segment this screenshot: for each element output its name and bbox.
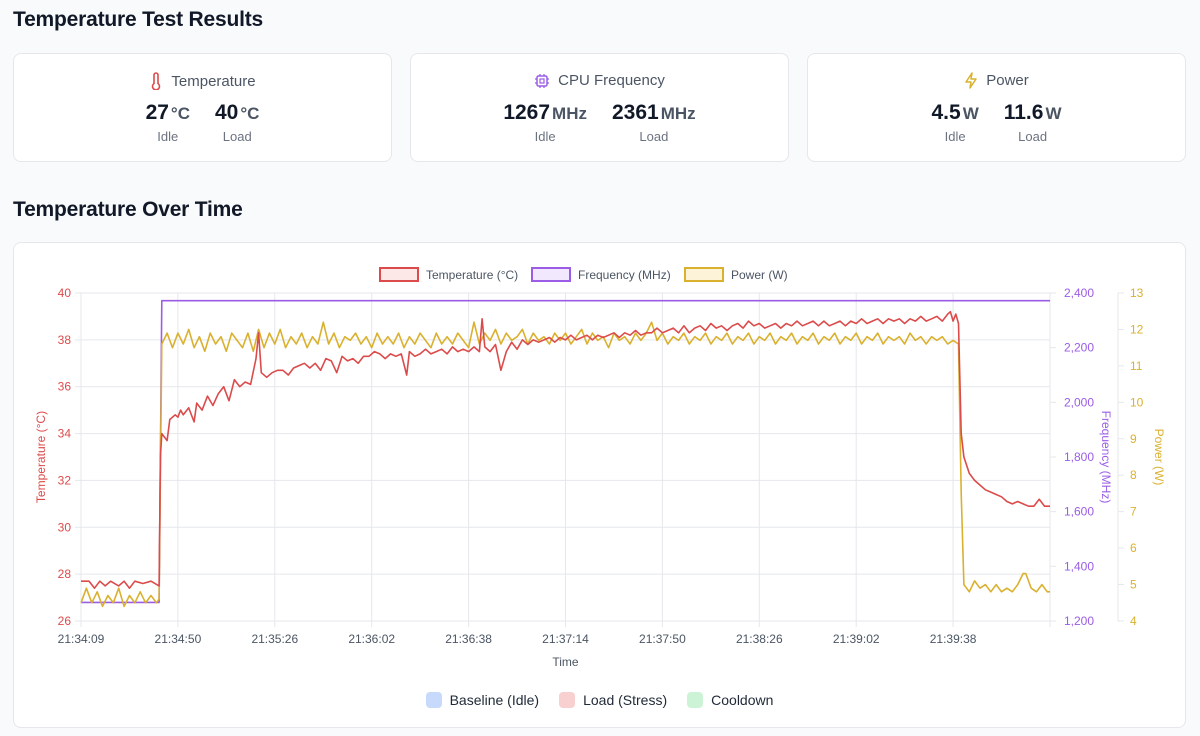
x-tick-label: 21:37:50 [639,632,686,646]
x-tick-label: 21:34:09 [58,632,105,646]
page-title: Temperature Test Results [13,8,263,31]
y-right-2-tick-label: 8 [1130,468,1137,482]
phase-cooldown[interactable]: Cooldown [687,692,773,708]
frequency-load-metric: 2361 MHz Load [612,101,696,144]
y-left-axis-title: Temperature (°C) [34,411,48,503]
temperature-chart: 26 28 30 32 34 36 38 40 21:34:09 21:34:50 21:35:26… [34,267,1166,669]
y-right-2-tick-label: 6 [1130,541,1137,555]
x-tick-label: 21:39:02 [833,632,880,646]
phase-label: Baseline (Idle) [449,692,540,708]
power-card: Power 4.5 W Idle 11.6 W Load [807,53,1186,162]
phase-baseline[interactable]: Baseline (Idle) [425,692,540,708]
y-left-tick-label: 40 [58,286,72,300]
y-right-1-tick-label: 1,800 [1064,450,1094,464]
phase-legend: Baseline (Idle) Load (Stress) Cooldown [14,692,1185,708]
y-right-1-tick-label: 1,400 [1064,559,1094,573]
series-line-temperature [81,310,1050,589]
y-left-tick-label: 36 [58,380,72,394]
y-right-1-tick-label: 2,200 [1064,341,1094,355]
legend-label: Temperature (°C) [426,268,518,282]
temperature-card: Temperature 27 °C Idle 40 °C Load [13,53,392,162]
x-tick-label: 21:34:50 [155,632,202,646]
x-axis-title: Time [552,655,579,669]
thermometer-icon [149,72,163,90]
y-right-2-tick-label: 13 [1130,286,1144,300]
phase-load[interactable]: Load (Stress) [559,692,667,708]
power-load-metric: 11.6 W Load [1003,101,1062,144]
legend-swatch [531,267,571,282]
y-right-2-tick-label: 11 [1130,359,1143,373]
y-right-2-tick-label: 12 [1130,322,1144,336]
y-right-1-tick-label: 1,200 [1064,614,1094,628]
x-tick-label: 21:36:38 [445,632,492,646]
x-tick-label: 21:38:26 [736,632,783,646]
lightning-bolt-icon [964,72,978,89]
y-right-1-tick-label: 2,000 [1064,395,1094,409]
load-swatch [559,692,576,708]
card-title: Power [986,72,1029,89]
cpu-frequency-card: CPU Frequency 1267 MHz Idle 2361 MHz Load [410,53,789,162]
legend-label: Frequency (MHz) [578,268,671,282]
legend-swatch [379,267,419,282]
cpu-chip-icon [534,73,550,89]
x-tick-label: 21:35:26 [251,632,298,646]
temperature-idle-metric: 27 °C Idle [145,101,190,144]
baseline-swatch [425,692,442,708]
y-left-tick-label: 38 [58,333,72,347]
y-right-2-tick-label: 9 [1130,432,1137,446]
phase-label: Cooldown [711,692,774,708]
legend-label: Power (W) [731,268,788,282]
y-right-2-tick-label: 4 [1130,614,1137,628]
y-left-tick-label: 28 [58,567,72,581]
y-right-2-tick-label: 7 [1130,505,1137,519]
chart-card: 26 28 30 32 34 36 38 40 21:34:09 21:34:50 21:35:26… [13,242,1186,728]
frequency-idle-metric: 1267 MHz Idle [503,101,587,144]
y-right-2-tick-label: 10 [1130,395,1144,409]
legend-swatch [684,267,724,282]
power-idle-metric: 4.5 W Idle [931,101,979,144]
card-title: CPU Frequency [558,72,665,89]
card-title: Temperature [171,72,256,90]
y-right-2-axis-title: Power (W) [1152,429,1166,486]
section-title: Temperature Over Time [13,198,243,221]
temperature-load-metric: 40 °C Load [215,101,260,144]
y-right-1-axis-title: Frequency (MHz) [1099,411,1113,504]
y-right-2-tick-label: 5 [1130,578,1137,592]
x-tick-label: 21:39:38 [930,632,977,646]
y-left-tick-label: 26 [58,614,72,628]
cooldown-swatch [687,692,704,708]
y-right-1-tick-label: 1,600 [1064,505,1094,519]
y-left-tick-label: 30 [58,520,72,534]
y-right-1-tick-label: 2,400 [1064,286,1094,300]
phase-label: Load (Stress) [583,692,668,708]
y-left-tick-label: 32 [58,473,72,487]
x-tick-label: 21:37:14 [542,632,589,646]
y-left-tick-label: 34 [58,427,72,441]
x-tick-label: 21:36:02 [348,632,395,646]
